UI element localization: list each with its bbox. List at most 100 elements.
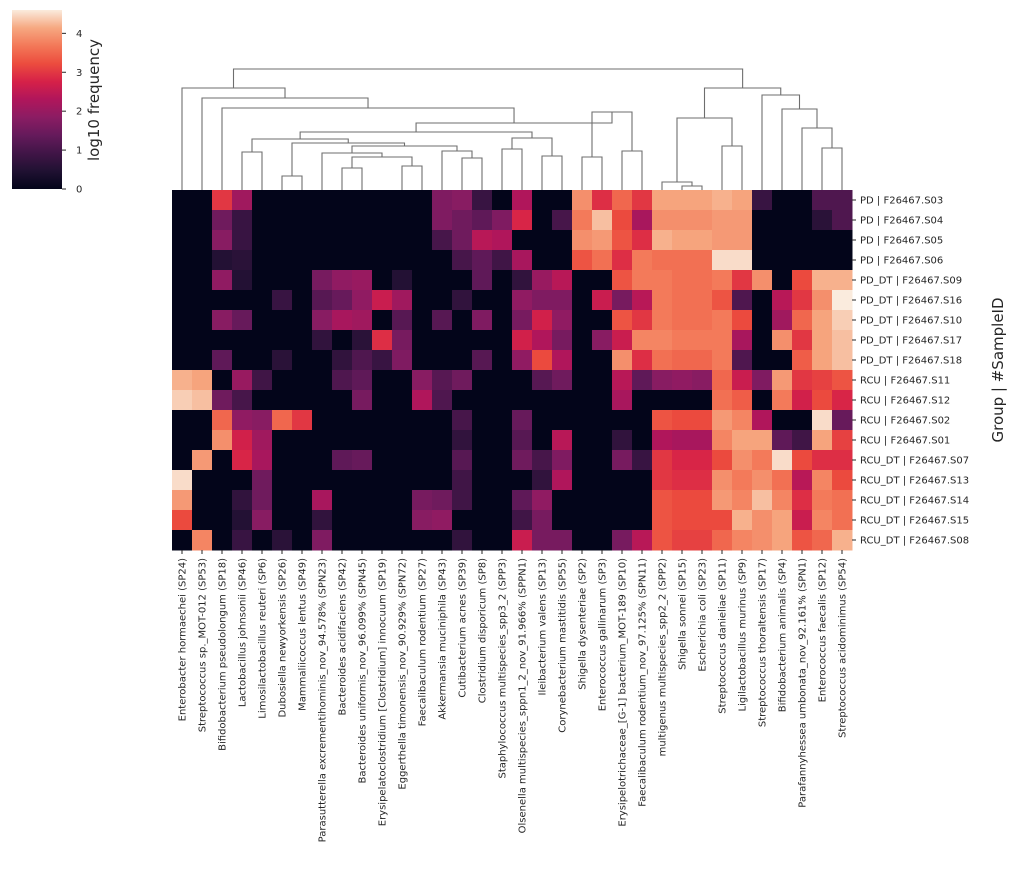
heatmap-cell [292, 350, 313, 371]
heatmap-cell [352, 330, 373, 351]
heatmap-cell [352, 450, 373, 471]
heatmap-cell [472, 270, 493, 291]
heatmap-cell [672, 430, 693, 451]
heatmap-cell [592, 490, 613, 511]
heatmap-cell [792, 230, 813, 251]
heatmap-cell [492, 490, 513, 511]
heatmap-cell [212, 270, 233, 291]
heatmap-cell [332, 230, 353, 251]
heatmap-cell [592, 210, 613, 231]
heatmap-cell [412, 390, 433, 411]
heatmap-cell [552, 270, 573, 291]
dendrogram-link [341, 167, 363, 190]
heatmap-cell [292, 410, 313, 431]
heatmap-cell [332, 490, 353, 511]
heatmap-cell [772, 310, 793, 331]
heatmap-cell [532, 430, 553, 451]
heatmap-cell [572, 250, 593, 271]
heatmap-cell [692, 450, 713, 471]
heatmap-cell [392, 510, 413, 531]
heatmap-cell [312, 230, 333, 251]
heatmap-cell [172, 210, 193, 231]
heatmap-cell [232, 290, 253, 311]
heatmap-cell [452, 270, 473, 291]
heatmap-cell [652, 190, 673, 211]
heatmap-cell [412, 410, 433, 431]
heatmap-cell [392, 470, 413, 491]
heatmap-cell [592, 370, 613, 391]
heatmap-cell [312, 330, 333, 351]
heatmap-cell [832, 350, 853, 371]
heatmap-cell [712, 350, 733, 371]
heatmap-cell [392, 370, 413, 391]
heatmap-cell [752, 370, 773, 391]
row-label: RCU_DT | F26467.S08 [860, 536, 969, 547]
heatmap-cell [352, 390, 373, 411]
heatmap-cell [692, 410, 713, 431]
heatmap-cell [272, 390, 293, 411]
column-label: Akkermansia muciniphila (SP43) [438, 558, 449, 720]
column-label: Faecalibaculum rodentium (SP27) [418, 558, 429, 726]
heatmap-cell [212, 310, 233, 331]
heatmap-cell [472, 530, 493, 551]
heatmap-cell [332, 210, 353, 231]
heatmap-cell [672, 310, 693, 331]
dendrogram-link [401, 165, 423, 190]
heatmap-cell [212, 390, 233, 411]
heatmap-cell [812, 250, 833, 271]
heatmap-cell [532, 350, 553, 371]
heatmap-cell [592, 230, 613, 251]
heatmap-cell [532, 230, 553, 251]
heatmap-cell [352, 270, 373, 291]
heatmap-cell [452, 390, 473, 411]
heatmap-cell [552, 190, 573, 211]
heatmap-cell [832, 430, 853, 451]
heatmap-cell [452, 310, 473, 331]
heatmap-cell [532, 310, 553, 331]
row-label: RCU | F26467.S11 [860, 376, 950, 387]
heatmap-cell [272, 190, 293, 211]
heatmap-cell [712, 510, 733, 531]
heatmap-cell [452, 530, 473, 551]
heatmap-cell [172, 330, 193, 351]
heatmap-cell [412, 230, 433, 251]
heatmap-cell [452, 210, 473, 231]
heatmap-cell [672, 330, 693, 351]
heatmap-cell [172, 310, 193, 331]
heatmap-cell [692, 530, 713, 551]
heatmap-cell [792, 290, 813, 311]
heatmap-cell [192, 270, 213, 291]
heatmap-cell [832, 190, 853, 211]
heatmap-cell [652, 250, 673, 271]
heatmap-cell [652, 210, 673, 231]
heatmap-cell [812, 410, 833, 431]
heatmap-cell [512, 270, 533, 291]
heatmap-cell [532, 190, 553, 211]
heatmap-cell [432, 370, 453, 391]
heatmap-cell [572, 430, 593, 451]
heatmap-cell [832, 330, 853, 351]
column-label: Shigella dysenteriae (SP2) [578, 558, 589, 690]
row-label: PD | F26467.S04 [860, 216, 943, 227]
dendrogram-link [801, 127, 833, 190]
heatmap-cell [592, 470, 613, 491]
dendrogram-link [461, 157, 483, 190]
column-label: Cutibacterium acnes (SP39) [458, 558, 469, 698]
row-label: PD | F26467.S03 [860, 196, 943, 207]
heatmap-cell [372, 510, 393, 531]
heatmap-cell [392, 410, 413, 431]
colorbar-tick-label: 3 [76, 68, 82, 79]
heatmap-cell [192, 310, 213, 331]
heatmap-cell [332, 390, 353, 411]
heatmap-cell [772, 290, 793, 311]
heatmap-cell [652, 530, 673, 551]
heatmap-cell [392, 190, 413, 211]
heatmap-cell [392, 270, 413, 291]
heatmap-cell [572, 210, 593, 231]
heatmap-cell [632, 490, 653, 511]
column-label: Shigella sonnei (SP15) [678, 558, 689, 670]
heatmap-cell [232, 470, 253, 491]
heatmap-cell [752, 530, 773, 551]
heatmap-cell [812, 370, 833, 391]
heatmap-cell [552, 510, 573, 531]
